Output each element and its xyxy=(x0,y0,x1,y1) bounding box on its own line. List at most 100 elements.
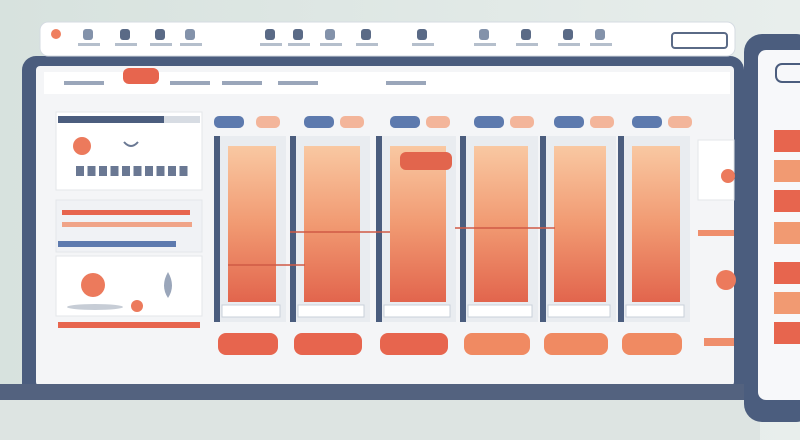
column-foot xyxy=(383,304,451,318)
bar-cap xyxy=(400,152,452,170)
toolbar-caption xyxy=(356,43,378,46)
chip[interactable] xyxy=(390,116,420,128)
shadow xyxy=(67,304,123,310)
action-button[interactable] xyxy=(294,333,362,355)
phone-row[interactable] xyxy=(774,222,800,244)
toolbar-icon[interactable] xyxy=(479,29,489,40)
mini-box xyxy=(76,166,84,176)
browser-bar xyxy=(39,21,736,57)
bar-columns xyxy=(214,116,692,355)
phone-row[interactable] xyxy=(774,322,800,344)
phone-row[interactable] xyxy=(774,160,800,182)
toolbar-caption xyxy=(288,43,310,46)
column-edge xyxy=(540,136,546,322)
toolbar-icon[interactable] xyxy=(361,29,371,40)
toolbar-icon[interactable] xyxy=(595,29,605,40)
toolbar-caption xyxy=(590,43,612,46)
toolbar-icon[interactable] xyxy=(185,29,195,40)
phone-header xyxy=(775,63,800,83)
toolbar-icon[interactable] xyxy=(155,29,165,40)
mini-boxes xyxy=(76,166,188,176)
chip[interactable] xyxy=(256,116,280,128)
mini-box xyxy=(179,166,188,176)
side-bar xyxy=(698,230,734,236)
chip[interactable] xyxy=(510,116,534,128)
card-icon xyxy=(73,137,91,155)
toolbar-icon[interactable] xyxy=(521,29,531,40)
toolbar-caption xyxy=(516,43,538,46)
card-drop xyxy=(164,272,172,298)
chip[interactable] xyxy=(632,116,662,128)
chip[interactable] xyxy=(590,116,614,128)
toolbar-icon[interactable] xyxy=(325,29,335,40)
side-bar xyxy=(704,338,734,346)
mini-box xyxy=(110,166,119,176)
column-bar xyxy=(554,146,606,302)
column-foot xyxy=(467,304,533,318)
toolbar-icon[interactable] xyxy=(293,29,303,40)
toolbar-caption xyxy=(320,43,342,46)
nav-tab[interactable] xyxy=(222,81,262,85)
action-button[interactable] xyxy=(218,333,278,355)
action-button[interactable] xyxy=(380,333,448,355)
nav-tab[interactable] xyxy=(278,81,318,85)
monitor-base xyxy=(0,384,760,402)
nav-tab[interactable] xyxy=(386,81,426,85)
phone-row[interactable] xyxy=(774,190,800,212)
column-bar xyxy=(390,146,446,302)
column-foot xyxy=(221,304,281,318)
card-footer-bar xyxy=(58,322,200,328)
chip[interactable] xyxy=(668,116,692,128)
phone-row[interactable] xyxy=(774,292,800,314)
card-icon xyxy=(81,273,105,297)
column-bar xyxy=(304,146,360,302)
phone-row[interactable] xyxy=(774,130,800,152)
chip[interactable] xyxy=(426,116,450,128)
mini-box xyxy=(133,166,142,176)
chip[interactable] xyxy=(340,116,364,128)
window-dot[interactable] xyxy=(51,29,61,39)
column-edge xyxy=(214,136,220,322)
nav-tab[interactable] xyxy=(64,81,104,85)
column-bar xyxy=(228,146,276,302)
chip[interactable] xyxy=(554,116,584,128)
action-button[interactable] xyxy=(622,333,682,355)
column-foot xyxy=(547,304,611,318)
toolbar-icon[interactable] xyxy=(83,29,93,40)
chip[interactable] xyxy=(474,116,504,128)
card-header-bar xyxy=(58,116,164,123)
toolbar-caption xyxy=(474,43,496,46)
phone-row[interactable] xyxy=(774,262,800,284)
toolbar-icon[interactable] xyxy=(120,29,130,40)
chip[interactable] xyxy=(304,116,334,128)
search-field[interactable] xyxy=(671,32,728,49)
toolbar-icon[interactable] xyxy=(563,29,573,40)
mini-box xyxy=(168,166,176,176)
toolbar-caption xyxy=(558,43,580,46)
toolbar-caption xyxy=(150,43,172,46)
toolbar-caption xyxy=(180,43,202,46)
side-dot xyxy=(721,169,735,183)
column-edge xyxy=(290,136,296,322)
toolbar-icon[interactable] xyxy=(265,29,275,40)
action-button[interactable] xyxy=(464,333,530,355)
column-edge xyxy=(376,136,382,322)
mini-box xyxy=(156,166,165,176)
progress-bar xyxy=(58,241,176,247)
toolbar-caption xyxy=(412,43,434,46)
toolbar-icons xyxy=(78,29,612,46)
toolbar-icon[interactable] xyxy=(417,29,427,40)
chip[interactable] xyxy=(214,116,244,128)
nav-tab[interactable] xyxy=(170,81,210,85)
mini-box xyxy=(122,166,130,176)
column-foot xyxy=(625,304,685,318)
toolbar-caption xyxy=(115,43,137,46)
card-dot xyxy=(131,300,143,312)
progress-bar xyxy=(62,222,192,227)
phone-rows xyxy=(774,130,800,344)
column-bar xyxy=(474,146,528,302)
active-tab[interactable] xyxy=(123,68,159,84)
action-button[interactable] xyxy=(544,333,608,355)
